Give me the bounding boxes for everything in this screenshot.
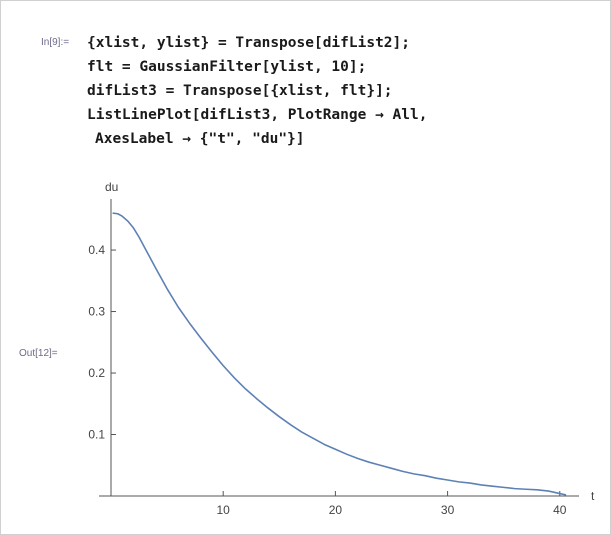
output-cell-label: Out[12]=	[19, 348, 58, 359]
y-tick-label: 0.1	[88, 428, 105, 442]
code-line: flt = GaussianFilter[ylist, 10];	[87, 59, 367, 75]
y-axis-label: du	[105, 180, 118, 194]
series-line	[112, 212, 567, 496]
x-tick-label: 20	[329, 503, 343, 517]
y-tick-label: 0.4	[88, 243, 105, 257]
x-tick-label: 10	[217, 503, 231, 517]
x-axis-label: t	[591, 489, 595, 503]
code-line: ListLinePlot[difList3, PlotRange → All,	[87, 107, 428, 123]
y-tick-label: 0.2	[88, 366, 105, 380]
x-tick-label: 40	[553, 503, 567, 517]
code-line: {xlist, ylist} = Transpose[difList2];	[87, 35, 411, 51]
input-code-cell[interactable]: {xlist, ylist} = Transpose[difList2]; fl…	[87, 31, 427, 151]
input-cell-label: In[9]:=	[41, 37, 70, 48]
axis-ticks: 10 20 30 40 0.1 0.2 0.3 0.4	[88, 243, 566, 517]
y-tick-label: 0.3	[88, 305, 105, 319]
code-line: AxesLabel → {"t", "du"}]	[95, 131, 305, 147]
code-line: difList3 = Transpose[{xlist, flt}];	[87, 83, 393, 99]
x-tick-label: 30	[441, 503, 455, 517]
